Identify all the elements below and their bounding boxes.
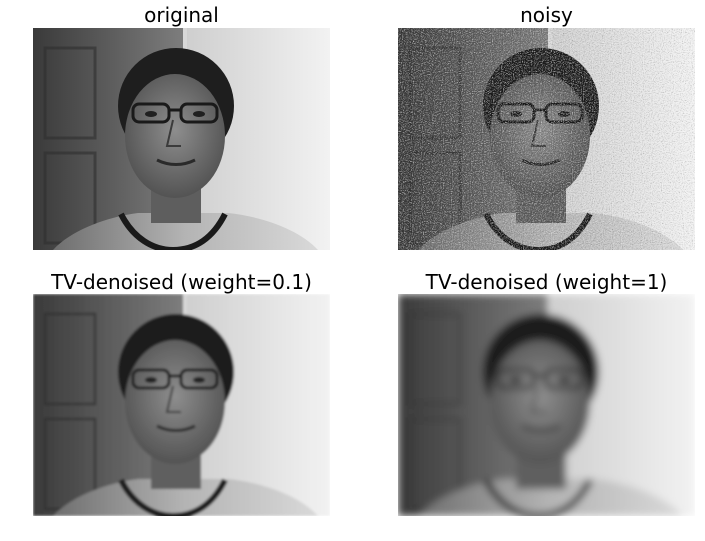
- photo-original: [33, 28, 330, 250]
- panel-title: original: [144, 3, 219, 27]
- panel-title: TV-denoised (weight=0.1): [51, 270, 312, 294]
- photo-noisy: [398, 28, 695, 250]
- photo-denoised-light: [33, 294, 330, 516]
- photo-denoised-strong: [398, 294, 695, 516]
- panel-title: noisy: [520, 3, 573, 27]
- panel-title: TV-denoised (weight=1): [425, 270, 668, 294]
